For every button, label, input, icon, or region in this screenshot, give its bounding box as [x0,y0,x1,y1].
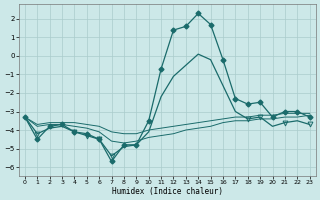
X-axis label: Humidex (Indice chaleur): Humidex (Indice chaleur) [112,187,223,196]
